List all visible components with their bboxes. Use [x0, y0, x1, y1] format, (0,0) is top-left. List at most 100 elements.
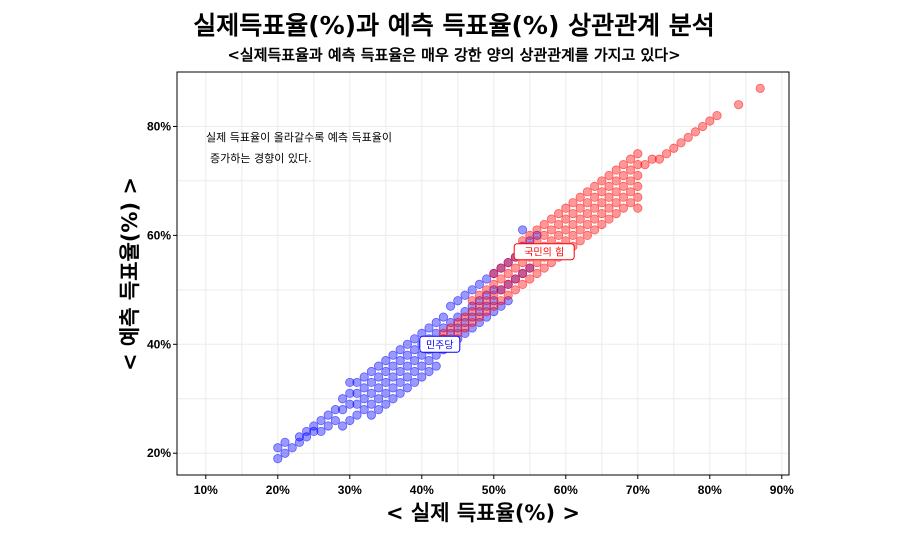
data-point [366, 377, 376, 388]
data-point [345, 377, 355, 388]
data-point [553, 219, 564, 230]
data-point [301, 426, 312, 437]
data-point [481, 285, 492, 295]
x-axis-ticks: 10% 20% 30% 40% 50% 60% 70% 80% 90% [194, 475, 794, 497]
data-point [539, 219, 549, 230]
data-point [597, 176, 607, 186]
data-point [309, 421, 319, 431]
data-point [474, 307, 484, 317]
data-point [301, 432, 312, 442]
data-point [604, 170, 614, 181]
data-point [388, 372, 398, 382]
data-point [690, 127, 701, 137]
data-point [618, 203, 629, 213]
data-point [568, 219, 578, 230]
data-point [597, 198, 607, 208]
data-point [366, 410, 376, 420]
data-point [330, 405, 340, 415]
data-point [388, 361, 398, 371]
data-point [402, 361, 412, 371]
x-tick-label: 30% [338, 483, 362, 497]
data-point [633, 159, 643, 170]
data-point [381, 356, 391, 366]
data-point [395, 366, 405, 377]
data-point [359, 372, 369, 382]
data-point [611, 187, 621, 197]
data-point [597, 187, 607, 197]
data-point [633, 149, 643, 159]
data-point [712, 110, 722, 121]
x-tick-label: 80% [698, 483, 722, 497]
data-point [489, 285, 499, 295]
annotation-line-2: 증가하는 경향이 있다. [210, 151, 312, 165]
data-point [489, 301, 499, 311]
data-point [633, 181, 643, 191]
y-tick-label: 20% [147, 446, 171, 460]
y-tick-label: 80% [147, 119, 171, 133]
plot-border [176, 71, 790, 476]
data-point [647, 154, 657, 164]
data-point [575, 203, 585, 213]
data-point [575, 214, 585, 224]
data-point [352, 388, 362, 398]
data-point [496, 285, 506, 295]
data-point [481, 290, 492, 300]
data-point [467, 312, 477, 322]
data-point [611, 208, 621, 219]
data-point [582, 187, 593, 197]
data-point [424, 323, 434, 333]
data-point [755, 83, 765, 93]
data-point [438, 323, 448, 333]
data-point [409, 356, 420, 366]
data-point [640, 159, 650, 170]
data-point [597, 219, 607, 230]
data-point [489, 307, 499, 317]
data-point [337, 394, 348, 404]
series-label: 민주당 [426, 339, 454, 351]
data-point [467, 317, 477, 328]
data-point [618, 170, 629, 181]
data-point [373, 405, 384, 415]
data-point [625, 198, 636, 208]
data-point [445, 301, 456, 311]
data-point [373, 361, 384, 371]
data-point [309, 426, 319, 437]
data-point [453, 312, 463, 322]
data-point [402, 383, 412, 393]
data-point [424, 356, 434, 366]
data-point [359, 383, 369, 393]
data-point [409, 345, 420, 355]
data-point [287, 443, 297, 453]
data-point [481, 312, 492, 322]
data-point [337, 405, 348, 415]
data-point [424, 366, 434, 377]
data-point [589, 214, 600, 224]
data-point [705, 116, 715, 126]
data-point [402, 372, 412, 382]
data-point [633, 192, 643, 202]
data-point [582, 198, 593, 208]
data-point [438, 312, 448, 322]
data-point [618, 192, 629, 202]
data-point [460, 290, 470, 300]
data-point [525, 230, 535, 240]
data-point [481, 274, 492, 284]
data-point [409, 366, 420, 377]
data-point [503, 258, 513, 268]
annotation-line-1: 실제 득표율이 올라갈수록 예측 득표율이 [206, 130, 392, 144]
data-point [553, 230, 564, 240]
x-tick-label: 90% [770, 483, 794, 497]
data-point [366, 366, 376, 377]
data-point [489, 279, 499, 289]
data-point [589, 181, 600, 191]
data-point [481, 301, 492, 311]
data-point [669, 143, 679, 153]
data-point [489, 290, 499, 300]
data-point [604, 192, 614, 202]
data-point [568, 230, 578, 240]
data-point [273, 443, 283, 453]
data-point [294, 437, 304, 447]
data-point [431, 317, 441, 328]
data-point [352, 399, 362, 409]
series-label: 국민의 힘 [524, 247, 564, 259]
